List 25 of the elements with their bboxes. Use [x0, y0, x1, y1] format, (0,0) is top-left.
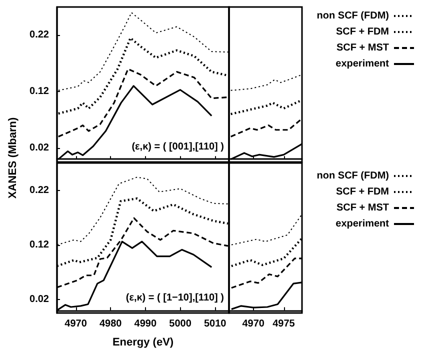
x-tick-label: 5010 [204, 318, 227, 330]
y-tick-label: 0.12 [30, 239, 50, 250]
legend-label: SCF + MST [336, 202, 389, 214]
x-tick-label: 4970 [242, 318, 265, 330]
y-tick-label: 0.12 [30, 86, 50, 98]
legend-label: SCF + MST [336, 42, 389, 54]
y-tick-label: 0.02 [30, 142, 50, 154]
x-tick-label: 4975 [272, 318, 296, 330]
x-tick-label: 4990 [134, 318, 157, 330]
y-axis-title: XANES (Mbarn) [7, 116, 19, 201]
x-tick-label: 4980 [99, 318, 122, 330]
annotation: (ε,κ) = ( [1−10],[110] ) [126, 292, 224, 304]
y-tick-label: 0.22 [30, 184, 50, 196]
y-tick-label: 0.02 [30, 294, 50, 305]
legend-label: non SCF (FDM) [316, 10, 389, 22]
legend-label: SCF + FDM [336, 186, 389, 198]
legend-label: experiment [336, 58, 390, 70]
y-tick-label: 0.22 [30, 30, 50, 41]
x-tick-label: 4970 [64, 318, 88, 330]
x-axis-title: Energy (eV) [112, 336, 174, 348]
x-tick-label: 5000 [169, 318, 192, 330]
legend-label: experiment [336, 218, 390, 230]
legend-label: SCF + FDM [336, 26, 389, 38]
legend-label: non SCF (FDM) [316, 170, 389, 182]
annotation: (ε,κ) = ( [001],[110] ) [132, 142, 224, 152]
